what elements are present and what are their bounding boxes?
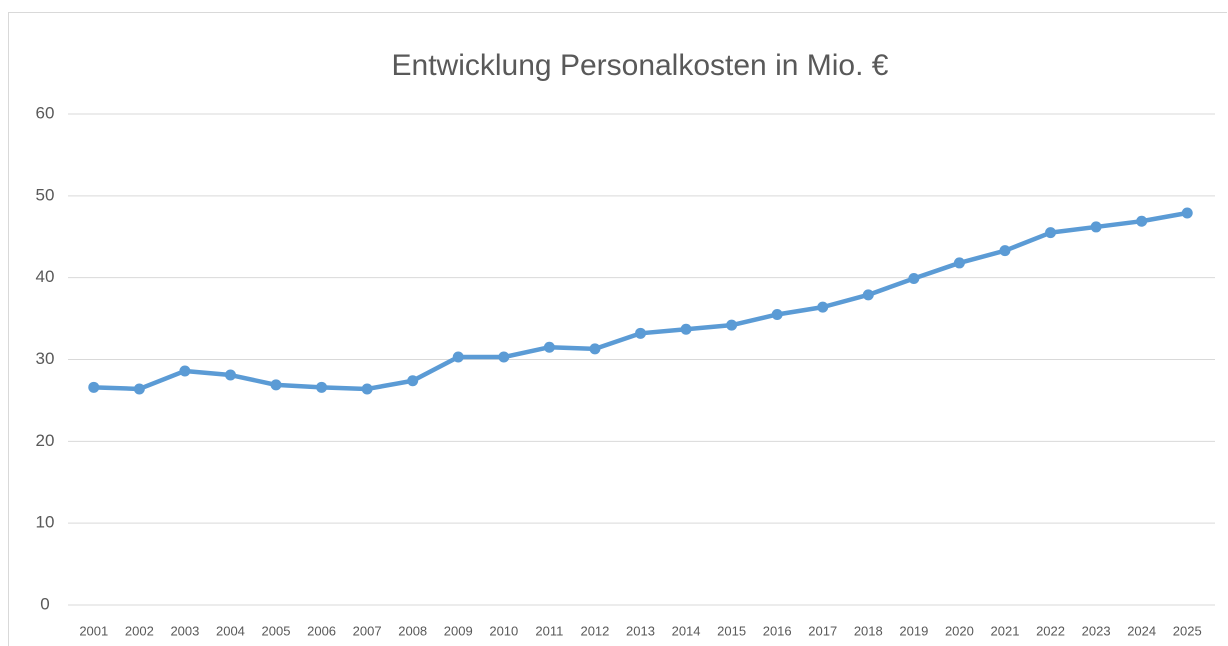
x-tick-label: 2003 [170,623,199,638]
y-tick-label: 50 [36,185,55,204]
marker [1136,215,1148,227]
marker [862,289,874,301]
marker [179,365,191,377]
chart-title: Entwicklung Personalkosten in Mio. € [392,49,889,82]
marker [680,323,692,335]
marker [817,301,829,313]
y-tick-label: 60 [36,103,55,122]
chart-frame [8,12,1227,646]
marker [999,245,1011,257]
marker [224,369,236,381]
x-tick-label: 2020 [945,623,974,638]
y-tick-label: 40 [36,267,55,286]
x-tick-label: 2018 [854,623,883,638]
x-tick-label: 2007 [353,623,382,638]
marker [953,257,965,269]
x-tick-label: 2012 [580,623,609,638]
marker [1045,227,1057,239]
x-tick-label: 2006 [307,623,336,638]
marker [771,308,783,320]
y-tick-label: 20 [36,431,55,450]
x-tick-label: 2004 [216,623,245,638]
x-tick-label: 2016 [763,623,792,638]
x-tick-label: 2008 [398,623,427,638]
marker [407,375,419,387]
y-tick-label: 10 [36,513,55,532]
x-tick-label: 2013 [626,623,655,638]
x-tick-label: 2002 [125,623,154,638]
x-tick-label: 2022 [1036,623,1065,638]
y-tick-label: 30 [36,349,55,368]
marker [452,351,464,363]
x-tick-label: 2009 [444,623,473,638]
x-tick-label: 2017 [808,623,837,638]
marker [543,341,555,353]
x-tick-label: 2024 [1127,623,1156,638]
x-tick-label: 2001 [79,623,108,638]
line [91,210,1190,392]
marker [316,381,328,393]
marker [133,383,145,395]
x-tick-label: 2023 [1082,623,1111,638]
marker [1181,207,1193,219]
x-tick-label: 2019 [899,623,928,638]
marker [726,319,738,331]
marker [88,381,100,393]
y-tick-label: 0 [40,594,49,613]
marker [635,327,646,339]
x-tick-label: 2015 [717,623,746,638]
x-tick-label: 2011 [535,623,563,638]
x-tick-label: 2025 [1173,623,1202,638]
marker [361,383,373,395]
marker [589,343,601,355]
x-tick-label: 2014 [672,623,701,638]
x-tick-label: 2021 [991,623,1020,638]
x-tick-label: 2005 [262,623,291,638]
x-tick-label: 2010 [489,623,518,638]
marker [498,351,510,363]
marker [908,272,920,284]
marker [270,379,282,391]
marker [1090,221,1102,233]
